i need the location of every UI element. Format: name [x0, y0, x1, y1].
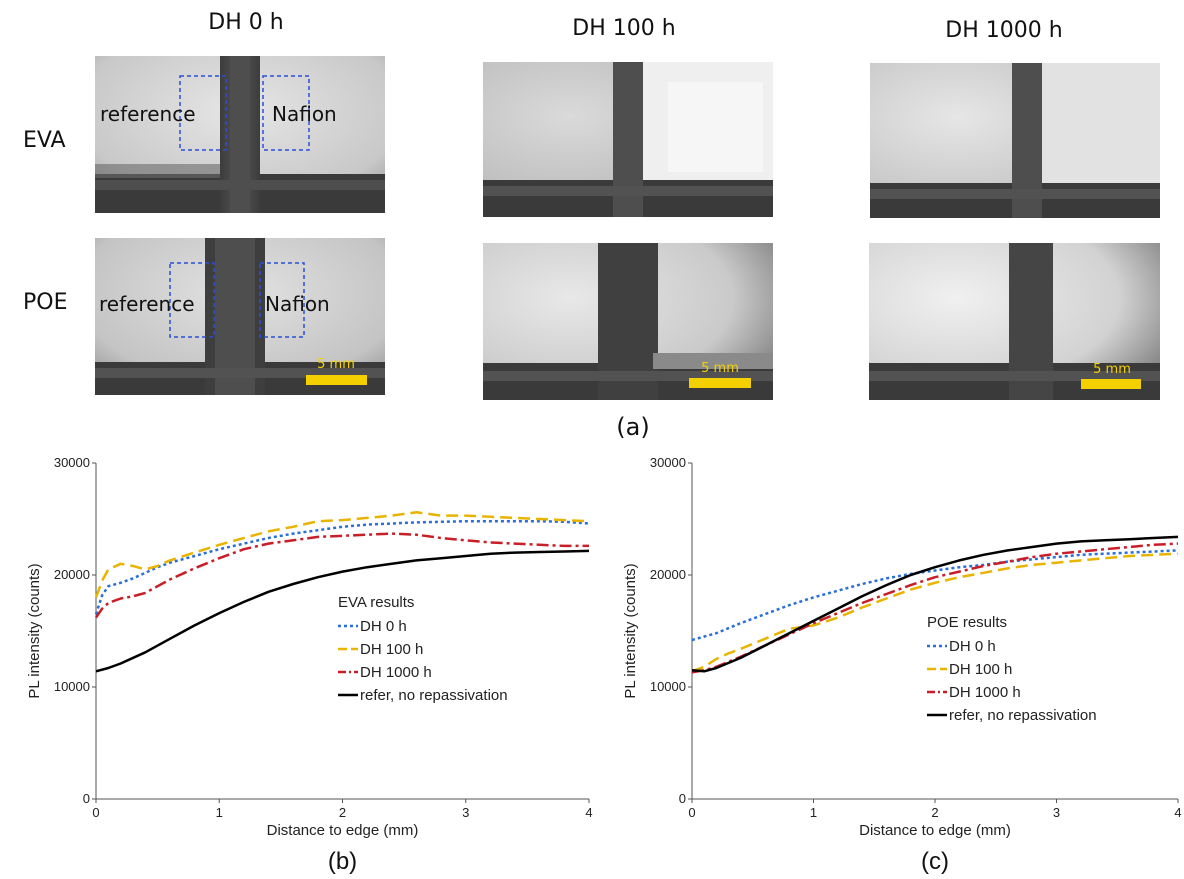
chart-eva-results: 0 1 2 3 4 0 10000 20000 30000 Distance to edge (m… [26, 455, 593, 875]
series-line-dh-100-h [94, 511, 590, 598]
pl-image-eva-dh0 [95, 56, 385, 213]
y-tick-label: 10000 [54, 679, 90, 694]
y-axis-label: PL intensity (counts) [26, 563, 43, 698]
x-axis-label: Distance to edge (mm) [859, 822, 1011, 839]
series-line-dh-0-h [691, 549, 1179, 642]
pl-image-poe-dh100 [483, 243, 773, 400]
figure-label: (b) [328, 848, 357, 875]
legend-title: POE results [927, 614, 1007, 631]
y-tick-label: 20000 [650, 567, 686, 582]
image-poe-dh1000: 5 mm [869, 243, 1160, 400]
pl-image-poe-dh0 [95, 238, 385, 395]
label-nafion-poe: Nafion [265, 292, 330, 316]
pl-image-poe-dh1000 [869, 243, 1160, 400]
x-tick-label: 2 [339, 805, 346, 820]
legend-label: refer, no repassivation [949, 707, 1097, 724]
row-header-eva: EVA [23, 128, 66, 153]
series-line-refer-no-repassivation [691, 535, 1179, 673]
x-tick-label: 0 [92, 805, 99, 820]
series-line-dh-1000-h [94, 532, 589, 619]
legend-label: DH 1000 h [949, 684, 1021, 701]
legend-label: DH 100 h [360, 641, 423, 658]
pl-image-eva-dh1000 [870, 63, 1160, 218]
y-tick-label: 0 [679, 791, 686, 806]
column-header-dh0: DH 0 h [208, 10, 284, 35]
legend-label: DH 0 h [949, 638, 996, 655]
scale-bar-label: 5 mm [701, 361, 739, 376]
image-poe-dh100: 5 mm [483, 243, 773, 400]
image-poe-dh0: reference Nafion 5 mm [95, 238, 385, 395]
legend-label: DH 100 h [949, 661, 1012, 678]
figure-label: (c) [921, 848, 949, 875]
chart-poe-results: 0 1 2 3 4 0 10000 20000 30000 Distance to edge (m… [622, 455, 1182, 875]
y-tick-label: 30000 [54, 455, 90, 470]
image-eva-dh0: reference Nafion [95, 56, 385, 213]
y-tick-label: 10000 [650, 679, 686, 694]
series-line-refer-no-repassivation [95, 549, 590, 673]
series-line-dh-100-h [691, 552, 1179, 673]
x-tick-label: 4 [1174, 805, 1181, 820]
y-tick-label: 20000 [54, 567, 90, 582]
x-tick-label: 3 [1053, 805, 1060, 820]
series-line-dh-0-h [94, 519, 590, 615]
scale-bar-label: 5 mm [317, 357, 355, 372]
y-tick-label: 0 [83, 791, 90, 806]
scale-bar-label: 5 mm [1093, 362, 1131, 377]
legend-label: DH 1000 h [360, 664, 432, 681]
image-eva-dh100 [483, 62, 773, 217]
x-tick-label: 0 [688, 805, 695, 820]
x-tick-label: 1 [216, 805, 223, 820]
y-tick-label: 30000 [650, 455, 686, 470]
x-tick-label: 2 [931, 805, 938, 820]
x-axis-label: Distance to edge (mm) [267, 822, 419, 839]
x-tick-label: 4 [585, 805, 592, 820]
label-reference: reference [100, 102, 196, 126]
series-line-dh-1000-h [691, 542, 1179, 674]
column-header-dh1000: DH 1000 h [945, 18, 1063, 43]
label-nafion: Nafion [272, 102, 337, 126]
image-eva-dh1000 [870, 63, 1160, 218]
column-header-dh100: DH 100 h [572, 16, 676, 41]
legend-label: DH 0 h [360, 618, 407, 635]
pl-image-eva-dh100 [483, 62, 773, 217]
row-header-poe: POE [23, 290, 68, 315]
y-axis-label: PL intensity (counts) [622, 563, 639, 698]
legend-title: EVA results [338, 594, 414, 611]
label-reference-poe: reference [99, 292, 195, 316]
x-tick-label: 1 [810, 805, 817, 820]
figure-label-a: (a) [616, 413, 650, 441]
legend-label: refer, no repassivation [360, 687, 508, 704]
x-tick-label: 3 [462, 805, 469, 820]
